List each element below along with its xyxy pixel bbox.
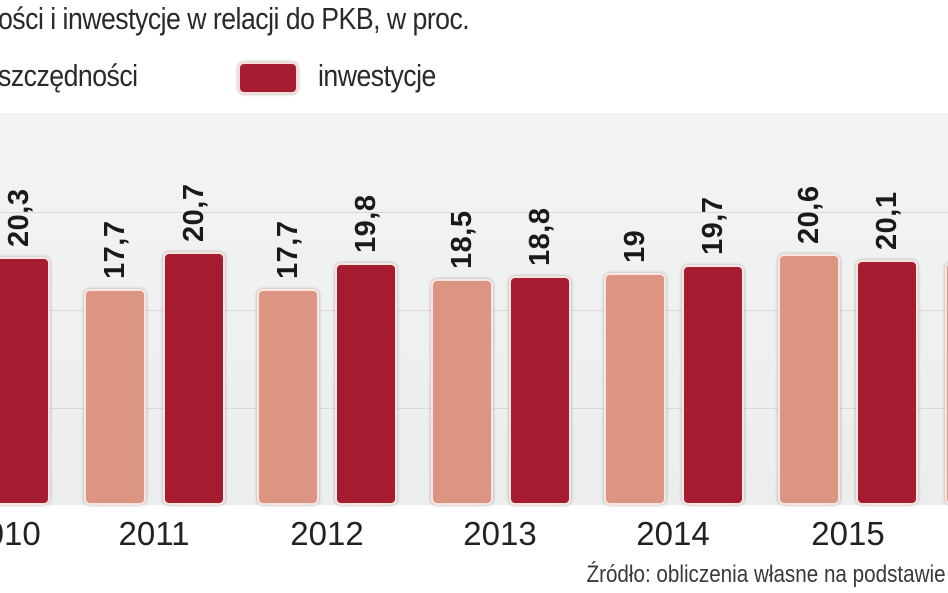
bar-value-label: 17,7	[99, 220, 131, 279]
bar-savings	[84, 289, 146, 505]
bar-savings	[431, 279, 493, 505]
x-axis-year-label: 2010	[0, 515, 41, 552]
bar-investment	[335, 263, 397, 505]
bar-value-label: 19,7	[697, 196, 729, 255]
bar-value-label: 18,8	[524, 207, 556, 266]
bar-savings	[778, 254, 840, 505]
x-axis-year-label: 2011	[118, 515, 190, 552]
x-axis-year-label: 2012	[290, 515, 364, 552]
bar-value-label: 20,6	[793, 185, 825, 244]
legend-label-investment: inwestycje	[318, 58, 436, 93]
bar-value-label: 19	[619, 229, 651, 263]
bar-value-label: 20,7	[178, 183, 210, 242]
bar-savings	[257, 289, 319, 505]
legend-label-savings: szczędności	[0, 58, 138, 93]
chart-title: ości i inwestycje w relacji do PKB, w pr…	[0, 1, 470, 36]
bar-investment	[509, 276, 571, 505]
bar-savings	[604, 273, 666, 505]
bar-investment	[0, 257, 50, 505]
x-axis-year-label: 2013	[463, 515, 537, 552]
bar-value-label: 18,5	[446, 210, 478, 269]
source-note: Źródło: obliczenia własne na podstawie	[586, 561, 946, 588]
bar-value-label: 17,7	[272, 220, 304, 279]
x-axis-year-label: 2014	[636, 515, 710, 552]
legend: szczędności inwestycje	[0, 58, 948, 98]
x-axis-year-label: 2015	[811, 515, 885, 552]
bar-value-label: 20,1	[871, 191, 903, 250]
gridline	[0, 212, 948, 213]
bar-investment	[682, 265, 744, 505]
bar-investment	[163, 252, 225, 505]
legend-swatch-investment	[238, 62, 298, 94]
bar-value-label: 19,8	[350, 194, 382, 253]
bar-investment	[856, 260, 918, 505]
bar-value-label: 20,3	[3, 188, 35, 247]
